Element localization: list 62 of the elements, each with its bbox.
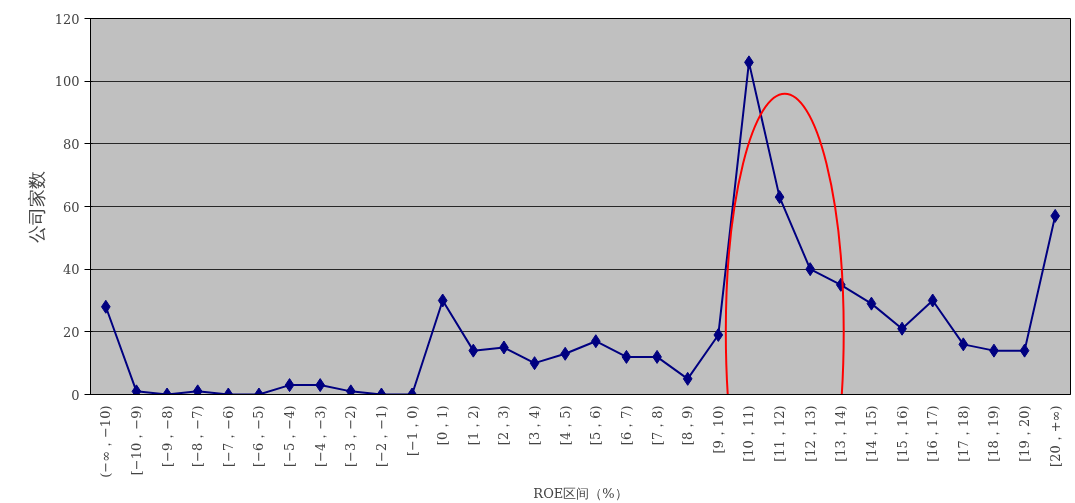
x-tick-label: [20，+∞) — [1047, 405, 1063, 467]
x-tick-label: [3，4) — [527, 405, 543, 446]
point — [866, 296, 877, 311]
x-tick-label: [−7，−6) — [220, 405, 236, 467]
x-tick-label: [5，6) — [588, 405, 604, 446]
point — [560, 346, 571, 361]
y-tick-label: 80 — [62, 136, 80, 152]
point — [1019, 343, 1030, 358]
point — [437, 293, 448, 308]
x-tick-label: [−6，−5) — [251, 405, 267, 467]
y-axis-title: 公司家数 — [25, 170, 47, 243]
x-tick-label: [−8，−7) — [190, 405, 206, 467]
x-tick-label: [17，18) — [955, 405, 971, 462]
y-tick-label: 100 — [54, 74, 80, 90]
x-tick-label: [18，19) — [986, 405, 1002, 462]
x-axis-title: ROE区间（%） — [533, 485, 628, 501]
x-tick-label: [4，5) — [557, 405, 573, 446]
x-tick-label: [2，3) — [496, 405, 512, 446]
x-tick-label: [−10，−9) — [128, 405, 144, 476]
point — [315, 378, 326, 393]
point — [958, 337, 969, 352]
x-tick-label: [10，11) — [741, 405, 757, 462]
x-tick-label: [9，10) — [710, 405, 726, 454]
x-tick-label: [−3，−2) — [343, 405, 359, 467]
x-tick-label: (−∞，−10) — [98, 405, 114, 478]
point — [100, 299, 111, 314]
point — [131, 384, 142, 395]
point — [805, 262, 816, 277]
point — [927, 293, 938, 308]
x-tick-label: [14，15) — [863, 405, 879, 462]
y-tick-label: 120 — [54, 11, 80, 27]
x-tick-label: [7，8) — [649, 405, 665, 446]
x-tick-label: [0，1) — [435, 405, 451, 446]
x-tick-label: [6，7) — [618, 405, 634, 446]
point — [345, 384, 356, 395]
x-tick-label: [12，13) — [802, 405, 818, 462]
y-tick-label: 40 — [62, 262, 80, 278]
point — [713, 327, 724, 342]
x-tick-label: [−4，−3) — [312, 405, 328, 467]
x-tick-label: [13，14) — [833, 405, 849, 462]
x-tick-label: [11，12) — [772, 405, 788, 462]
point — [682, 371, 693, 386]
y-tick-label: 20 — [62, 324, 80, 340]
point — [192, 384, 203, 395]
point — [621, 349, 632, 364]
x-tick-label: [−9，−8) — [159, 405, 175, 467]
point — [774, 190, 785, 205]
x-tick-label: [15，16) — [894, 405, 910, 462]
x-tick-label: [8，9) — [680, 405, 696, 446]
point — [284, 378, 295, 393]
x-tick-label: [−5，−4) — [282, 405, 298, 467]
point — [1050, 208, 1061, 223]
point — [529, 356, 540, 371]
x-tick-label: [−1，0) — [404, 405, 420, 457]
x-tick-label: [−2，−1) — [373, 405, 389, 467]
y-tick-label: 0 — [71, 387, 80, 403]
x-tick-label: [19，20) — [1017, 405, 1033, 462]
point — [590, 334, 601, 349]
x-tick-label: [1，2) — [465, 405, 481, 446]
point — [468, 343, 479, 358]
x-tick-label: [16，17) — [925, 405, 941, 462]
y-tick-label: 60 — [62, 199, 80, 215]
